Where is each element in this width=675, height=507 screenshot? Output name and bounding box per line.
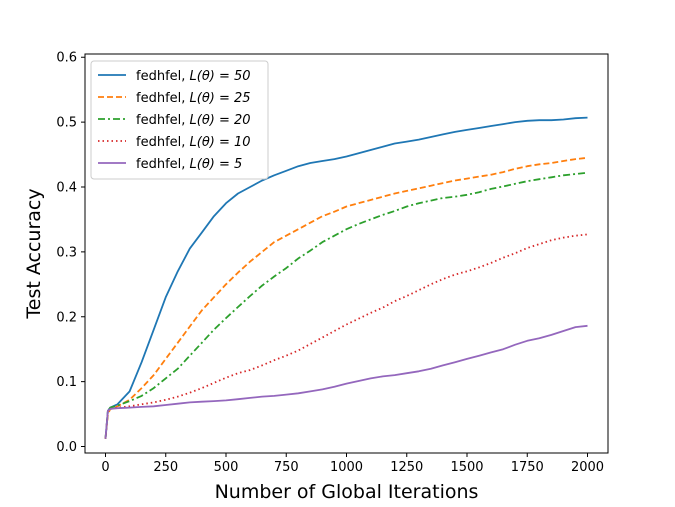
x-tick-label: 0 <box>101 460 109 475</box>
y-axis-title: Test Accuracy <box>23 188 45 319</box>
legend-label-param: L(θ) = 10 <box>190 135 251 150</box>
legend-label-base: fedhfel, <box>136 91 190 106</box>
y-tick-label: 0.0 <box>56 440 77 455</box>
x-tick-label: 1250 <box>390 460 423 475</box>
series-line-4 <box>104 324 588 439</box>
y-tick-label: 0.3 <box>56 245 77 260</box>
legend-label-base: fedhfel, <box>136 157 190 172</box>
x-tick-label: 1750 <box>511 460 544 475</box>
x-tick-label: 500 <box>214 460 239 475</box>
legend-label-1: fedhfel, L(θ) = 25 <box>136 91 251 106</box>
y-tick-label: 0.5 <box>56 116 77 131</box>
legend-label-4: fedhfel, L(θ) = 5 <box>136 157 242 172</box>
x-tick-label: 750 <box>274 460 299 475</box>
series-line-2 <box>104 171 588 439</box>
legend-label-3: fedhfel, L(θ) = 10 <box>136 135 251 150</box>
y-tick-label: 0.6 <box>56 51 77 66</box>
legend-label-base: fedhfel, <box>136 135 190 150</box>
x-tick-label: 1000 <box>330 460 363 475</box>
legend-label-base: fedhfel, <box>136 69 190 84</box>
legend-label-0: fedhfel, L(θ) = 50 <box>136 69 251 84</box>
legend-label-param: L(θ) = 50 <box>190 69 251 84</box>
y-tick-label: 0.1 <box>56 375 77 390</box>
series-line-0 <box>104 116 588 439</box>
x-axis-title: Number of Global Iterations <box>215 481 479 503</box>
legend-label-2: fedhfel, L(θ) = 20 <box>136 113 251 128</box>
series-line-1 <box>104 156 588 439</box>
x-tick-label: 1500 <box>450 460 483 475</box>
x-tick-label: 250 <box>153 460 178 475</box>
x-tick-label: 2000 <box>571 460 604 475</box>
ticks-layer: 0 250 500 750 1000 1250 1500 1750 2000 0.0 0.1 0.2 0… <box>56 51 604 475</box>
y-tick-label: 0.4 <box>56 181 77 196</box>
legend-label-param: L(θ) = 25 <box>190 91 251 106</box>
legend-label-base: fedhfel, <box>136 113 190 128</box>
legend-label-param: L(θ) = 5 <box>190 157 243 172</box>
legend-label-param: L(θ) = 20 <box>190 113 251 128</box>
y-tick-label: 0.2 <box>56 310 77 325</box>
legend-box <box>90 60 269 180</box>
series-layer <box>104 116 588 439</box>
